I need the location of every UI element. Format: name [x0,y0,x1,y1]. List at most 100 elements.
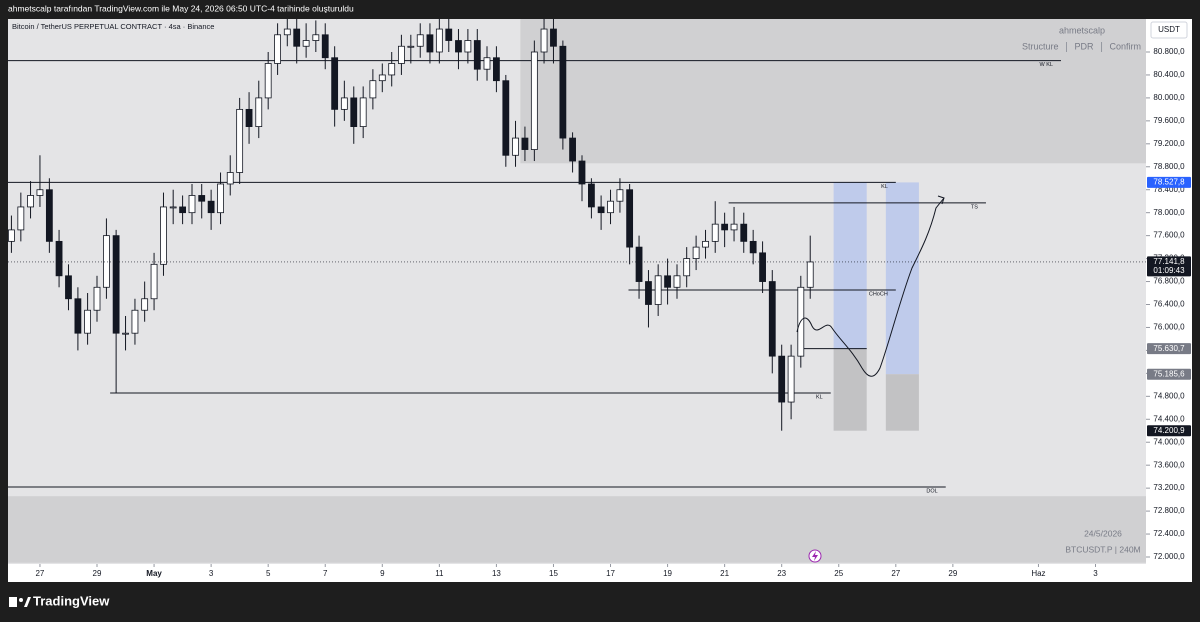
candle-body [569,137,576,162]
candle-body [502,80,510,156]
x-tick-label: 23 [777,569,786,578]
y-tick-label: 76.000,0 [1153,323,1185,332]
candle-body [340,97,348,110]
x-tick-label: 17 [606,569,615,578]
symbol-label: BTCUSDT.P | 240M [1065,544,1140,554]
menu-item[interactable]: Confirm [1110,41,1142,51]
candle-body [350,97,358,127]
candle-body [607,200,614,214]
candle-body [274,34,281,64]
y-tick-label: 80.000,0 [1153,93,1185,102]
candle-body [616,189,624,202]
price-marker [1147,343,1191,355]
candle-body [264,63,272,99]
candle-body [483,57,491,70]
target-zone [885,182,919,375]
candle-body [255,97,263,127]
y-tick-label: 78.800,0 [1153,162,1185,171]
caption: ahmetscalp tarafından TradingView.com il… [8,3,354,13]
candle-body [416,34,424,47]
x-tick-label: 3 [1093,569,1098,578]
candle-body [179,206,186,214]
candle-body [45,189,53,242]
price-marker [1147,256,1191,277]
candle-body [245,108,253,127]
candle-body [512,137,519,156]
candle-body [198,195,206,202]
candle-body [692,246,700,259]
candle-body [312,34,320,41]
candle-body [217,183,224,214]
currency-button[interactable] [1150,21,1188,39]
candle-body [321,34,329,59]
candle-body [302,40,310,47]
candle-body [493,57,500,82]
candle-body [806,261,814,288]
level-label: KL [816,394,823,400]
x-tick-label: 29 [948,569,957,578]
y-tick-label: 78.000,0 [1153,208,1185,217]
candle-body [588,183,595,208]
y-tick-label: 73.200,0 [1153,483,1185,492]
projection-arrow [937,195,945,205]
x-tick-label: 11 [435,569,444,578]
y-tick-label: 79.600,0 [1153,116,1185,125]
x-tick-label: 27 [35,569,44,578]
price-marker [1147,425,1191,437]
candle-body [540,28,548,53]
candle-body [207,200,215,214]
x-tick-label: 15 [549,569,558,578]
candle-body [426,34,434,53]
x-tick-label: 19 [663,569,672,578]
y-tick-label: 74.800,0 [1153,391,1185,400]
candle-body [721,223,729,231]
y-tick-label: 72.000,0 [1153,552,1185,561]
level-label: W KL [1040,62,1053,68]
x-tick-label: 25 [834,569,843,578]
candle-body [464,40,472,53]
candle-body [65,275,72,300]
x-tick-label: 9 [380,569,385,578]
candle-body [141,298,149,311]
candle-body [331,57,339,110]
candle-body [112,235,120,334]
y-tick-label: 74.000,0 [1153,437,1185,446]
level-label: KL [881,184,888,190]
candle-body [768,281,776,357]
candle-body [169,206,177,209]
candle-body [283,28,291,36]
price-marker-label: 75.185,6 [1153,369,1185,378]
y-tick-label: 80.800,0 [1153,47,1185,56]
logo-mark [9,597,17,607]
candle-body [398,45,405,64]
menu-item[interactable]: PDR [1075,41,1095,51]
brand: TradingView [33,593,110,608]
price-marker-label: 75.630,7 [1153,344,1185,353]
candle-body [626,189,634,248]
y-tick-label: 78.400,0 [1153,185,1185,194]
stop-zone [833,348,867,431]
candle-body [36,189,44,196]
candle-body [8,229,15,242]
y-tick-label: 73.600,0 [1153,460,1185,469]
candle-body [74,298,82,334]
author-watermark: ahmetscalp [1059,25,1105,35]
candle-body [150,263,158,300]
candle-body [711,223,719,242]
candle-body [787,355,795,403]
y-tick-label: 77.600,0 [1153,231,1185,240]
zone [520,19,1146,164]
candle-body [27,195,34,208]
candle-body [683,258,691,277]
price-marker-label: 78.527,8 [1153,178,1185,187]
y-tick-label: 76.400,0 [1153,300,1185,309]
level-label: CHoCH [869,291,888,297]
candle-body [473,40,481,70]
currency: USDT [1158,25,1180,34]
candle-body [103,235,110,288]
candle-body [388,63,396,76]
candle-body [369,80,377,99]
price-marker-label: 77.141,8 [1153,257,1185,266]
menu-item[interactable]: Structure [1022,41,1059,51]
x-tick-label: Haz [1031,569,1045,578]
